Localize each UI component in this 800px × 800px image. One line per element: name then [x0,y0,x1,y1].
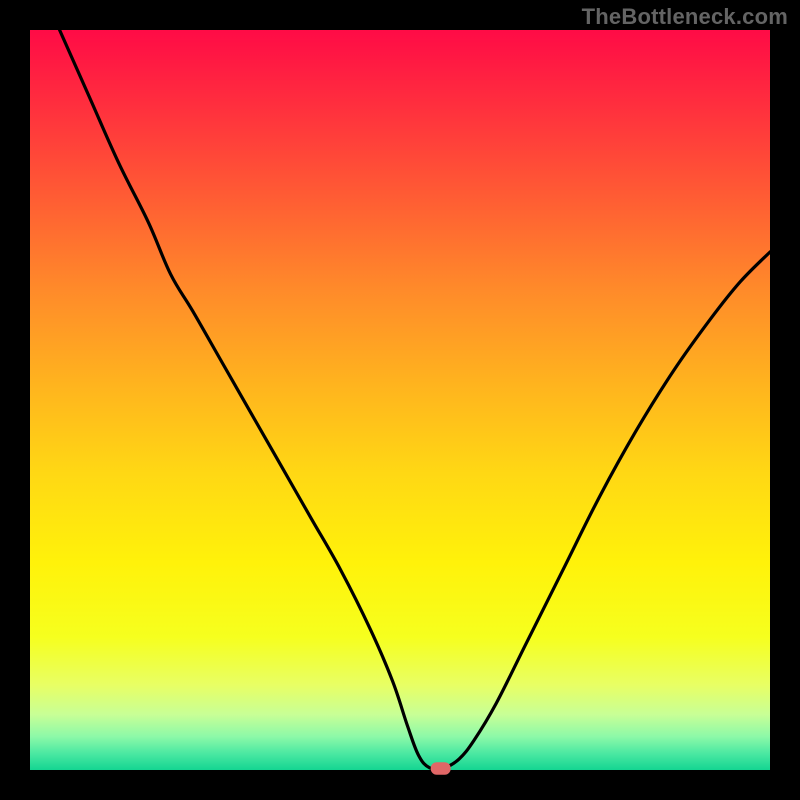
optimal-point-marker [431,762,451,775]
plot-background [30,30,770,770]
watermark-text: TheBottleneck.com [582,4,788,30]
chart-frame: TheBottleneck.com [0,0,800,800]
bottleneck-chart [0,0,800,800]
